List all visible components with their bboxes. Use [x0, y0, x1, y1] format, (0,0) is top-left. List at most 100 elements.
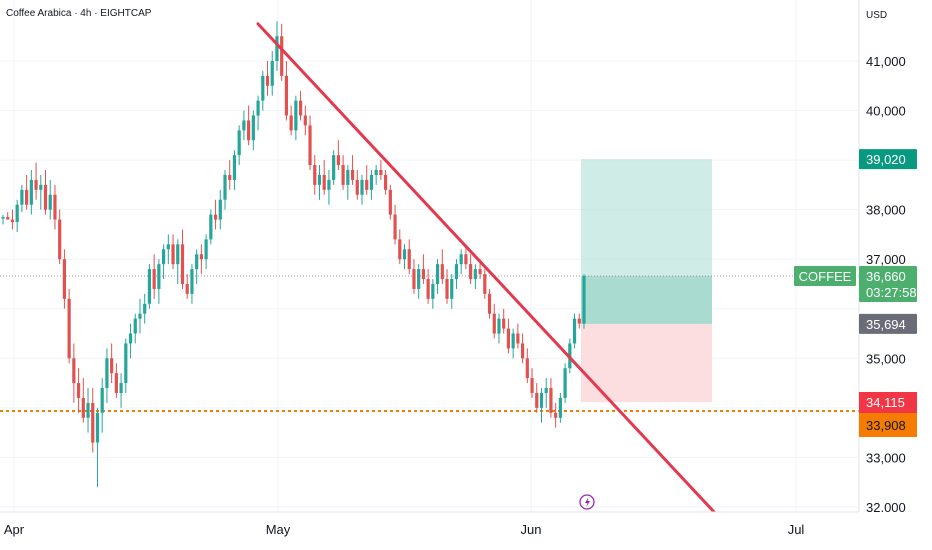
candle: [398, 229, 402, 265]
candle: [166, 234, 170, 265]
candle: [190, 264, 194, 304]
candle: [270, 51, 274, 96]
candle: [133, 313, 137, 344]
candle: [162, 244, 166, 280]
candle: [322, 160, 326, 195]
candle: [119, 373, 123, 408]
candle: [355, 170, 359, 200]
candle: [412, 259, 416, 294]
price-tick-label: 41,000: [866, 54, 906, 69]
candle: [346, 165, 350, 200]
candle: [417, 264, 421, 299]
candle: [459, 249, 463, 275]
candle: [450, 274, 454, 309]
target-price-label: 39,020: [859, 149, 917, 170]
open-profit-zone: [581, 276, 712, 324]
candle: [402, 244, 407, 270]
candle: [218, 189, 222, 230]
candle: [91, 388, 95, 453]
stop-price-label-text: 34,115: [866, 395, 905, 410]
candle: [336, 140, 340, 171]
candle: [39, 174, 43, 210]
candle: [487, 288, 492, 319]
candle: [6, 212, 10, 220]
candle: [72, 343, 76, 403]
candle: [313, 155, 317, 195]
candle: [95, 407, 100, 488]
price-axis[interactable]: USD 41,000 40,000 38,000 37,000 35,000 33,000…: [858, 0, 932, 515]
last-price-label-text: 36,660: [866, 269, 906, 284]
candle: [157, 259, 161, 304]
candle: [407, 239, 411, 275]
price-tick-label: 35,000: [866, 351, 906, 366]
candle: [20, 184, 24, 213]
candle: [48, 179, 52, 220]
time-tick-label: Jun: [521, 522, 542, 537]
support-price-label: 33,908: [859, 413, 917, 437]
candle: [520, 333, 525, 364]
candle: [483, 269, 487, 299]
entry-price-label: 35,694: [859, 313, 917, 334]
symbol-badge-text: COFFEE: [799, 269, 852, 284]
time-tick-label: May: [266, 522, 291, 537]
candle: [232, 150, 237, 190]
candle: [199, 244, 203, 275]
candle: [558, 392, 562, 423]
candle: [180, 229, 185, 289]
candle: [506, 318, 511, 354]
candle: [228, 160, 232, 190]
candle: [308, 115, 312, 171]
candle: [53, 184, 57, 230]
candle: [445, 269, 449, 304]
candle: [105, 348, 109, 403]
target-price-label-text: 39,020: [866, 152, 906, 167]
countdown-text: 03:27:58: [866, 285, 917, 300]
candle: [176, 239, 180, 284]
candle: [100, 378, 104, 433]
candle: [469, 254, 473, 284]
price-tick-label: 40,000: [866, 104, 906, 119]
candle: [62, 249, 67, 309]
candle: [124, 338, 128, 393]
candle: [374, 165, 378, 185]
candle: [303, 105, 307, 136]
candle: [379, 160, 383, 180]
price-tick-label: 33,000: [866, 450, 906, 465]
candles: [1, 21, 586, 488]
candle: [25, 174, 29, 210]
candle: [152, 254, 156, 299]
candle: [549, 378, 553, 418]
candle: [110, 343, 114, 384]
candle: [43, 170, 48, 215]
candle: [440, 249, 444, 284]
candle: [237, 125, 241, 166]
candle: [147, 264, 152, 309]
candle: [492, 303, 496, 339]
candle: [572, 313, 577, 349]
currency-label: USD: [866, 10, 887, 21]
candle: [473, 264, 477, 289]
candle: [67, 288, 71, 364]
event-marker[interactable]: [579, 494, 595, 510]
price-tick-label: 37,000: [866, 252, 906, 267]
candle: [332, 150, 336, 185]
candle: [138, 298, 142, 334]
candle: [298, 90, 303, 121]
grid: [0, 0, 859, 512]
candle: [114, 363, 118, 398]
candle: [143, 293, 147, 324]
trendline[interactable]: [256, 22, 716, 514]
time-axis[interactable]: Apr May Jun Jul: [0, 511, 932, 550]
candle: [369, 170, 374, 200]
candle: [317, 165, 322, 200]
candle: [365, 165, 369, 195]
candle: [435, 259, 440, 294]
lightning-icon: [585, 497, 590, 508]
candle: [426, 269, 430, 304]
candle: [280, 23, 284, 81]
candle: [213, 199, 218, 230]
candle: [497, 313, 501, 344]
candle: [86, 388, 90, 433]
